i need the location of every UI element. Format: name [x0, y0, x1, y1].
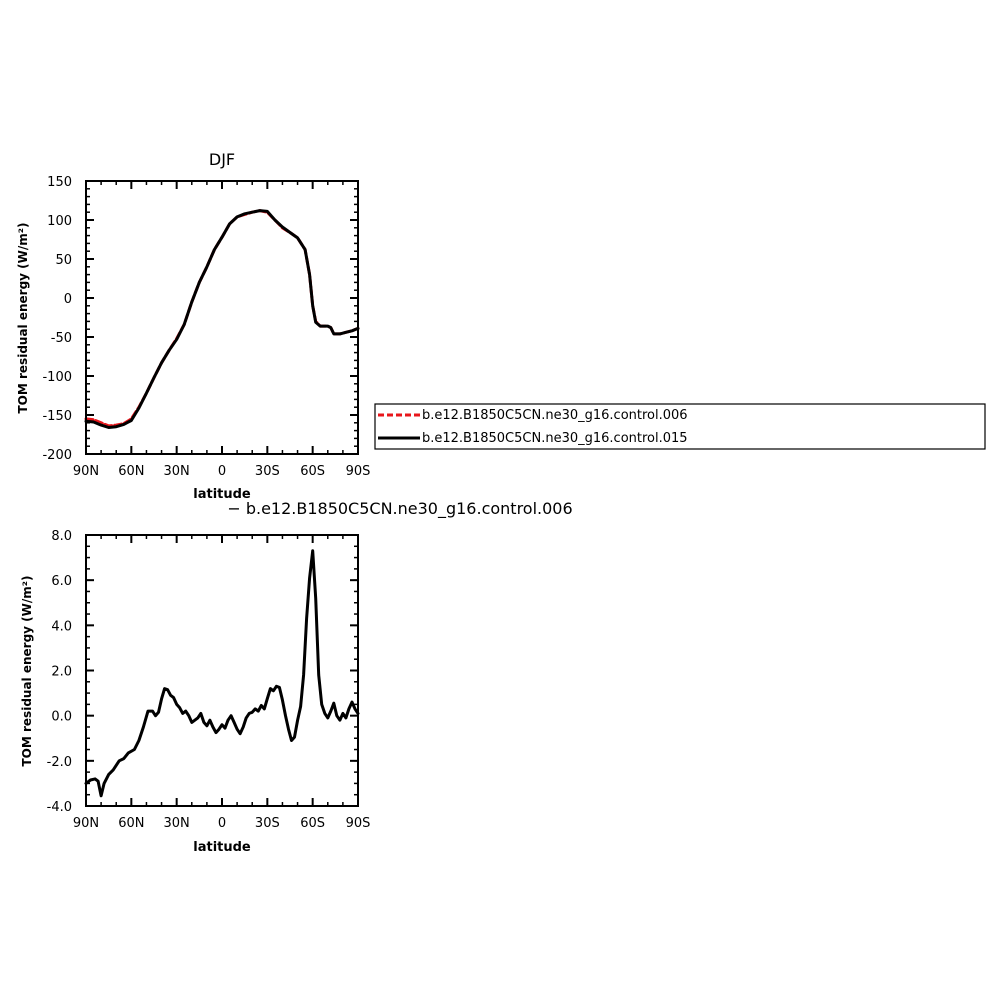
top-title: DJF [209, 150, 235, 169]
top-panel: DJF TOM residual energy (W/m²) latitude … [16, 150, 370, 502]
y-tick-label-0-0: -200 [42, 448, 72, 463]
x-tick-label-1-5: 60S [300, 816, 325, 831]
y-tick-label-1-2: 0.0 [51, 710, 72, 725]
x-tick-label-0-5: 60S [300, 464, 325, 479]
y-tick-label-0-7: 150 [47, 175, 72, 190]
x-tick-label-1-1: 60N [118, 816, 144, 831]
y-tick-label-0-6: 100 [47, 214, 72, 229]
y-tick-label-0-4: 0 [64, 292, 72, 307]
x-tick-label-0-1: 60N [118, 464, 144, 479]
legend-label-control-015: b.e12.B1850C5CN.ne30_g16.control.015 [422, 431, 688, 446]
x-tick-label-0-2: 30N [164, 464, 190, 479]
y-tick-label-1-5: 6.0 [51, 574, 72, 589]
y-tick-label-0-1: -150 [42, 409, 72, 424]
x-tick-label-0-0: 90N [73, 464, 99, 479]
x-tick-label-0-6: 90S [346, 464, 371, 479]
x-tick-label-0-3: 0 [218, 464, 226, 479]
y-tick-label-0-5: 50 [55, 253, 72, 268]
bottom-x-axis-label: latitude [193, 840, 251, 855]
legend-box [374, 403, 986, 450]
y-tick-label-1-3: 2.0 [51, 665, 72, 680]
x-tick-label-1-2: 30N [164, 816, 190, 831]
y-tick-label-1-1: -2.0 [47, 755, 72, 770]
top-plot-area: 90N 60N 30N 0 30S 60S 90S -200 -150 -100 -50 0 50 100… [42, 175, 370, 479]
bottom-title: − b.e12.B1850C5CN.ne30_g16.control.006 [227, 499, 572, 519]
bottom-panel: − b.e12.B1850C5CN.ne30_g16.control.006 T… [20, 499, 573, 855]
x-tick-label-1-3: 0 [218, 816, 226, 831]
bottom-y-axis-label: TOM residual energy (W/m²) [20, 575, 34, 766]
series-line-0-0 [84, 209, 360, 428]
plot-frame-0 [85, 180, 359, 455]
x-tick-label-1-6: 90S [346, 816, 371, 831]
y-tick-label-0-2: -100 [42, 370, 72, 385]
y-tick-label-1-0: -4.0 [47, 800, 72, 815]
y-tick-label-1-4: 4.0 [51, 619, 72, 634]
y-tick-label-0-3: -50 [51, 331, 72, 346]
x-tick-label-1-4: 30S [255, 816, 280, 831]
series-line-1-0 [84, 549, 360, 798]
top-y-axis-label: TOM residual energy (W/m²) [16, 222, 30, 413]
bottom-plot-area: 90N 60N 30N 0 30S 60S 90S -4.0 -2.0 0.0 2.0 4.0 6.0 8… [47, 529, 371, 831]
legend: b.e12.B1850C5CN.ne30_g16.control.006 b.e… [374, 403, 986, 450]
x-tick-label-0-4: 30S [255, 464, 280, 479]
series-line-0-1 [84, 209, 360, 429]
legend-label-control-006: b.e12.B1850C5CN.ne30_g16.control.006 [422, 408, 688, 423]
x-tick-label-1-0: 90N [73, 816, 99, 831]
y-tick-label-1-6: 8.0 [51, 529, 72, 544]
top-x-axis-label: latitude [193, 487, 251, 502]
